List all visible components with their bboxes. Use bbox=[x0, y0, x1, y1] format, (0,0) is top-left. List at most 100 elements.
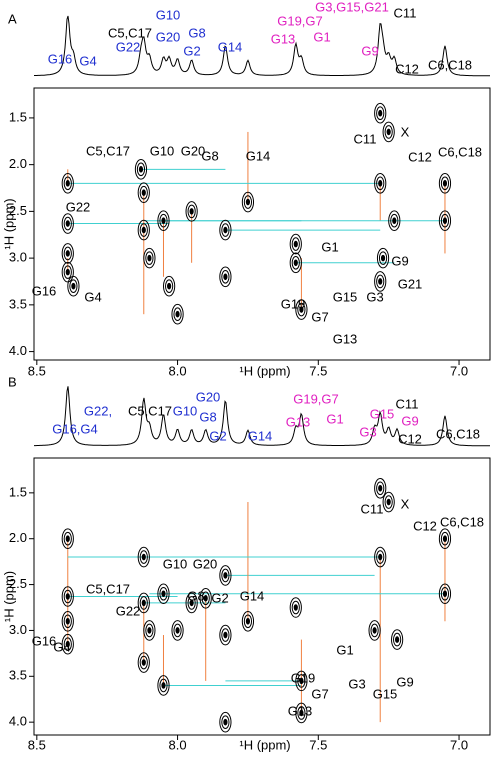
spectrum-label: G10 bbox=[156, 7, 181, 22]
spectrum-label: G3,G15,G21 bbox=[315, 0, 389, 14]
peak-label: G14 bbox=[240, 588, 265, 603]
cross-peak bbox=[221, 223, 230, 237]
projection-trace bbox=[34, 386, 490, 447]
cross-peak bbox=[61, 173, 74, 194]
peak-label: C6,C18 bbox=[440, 514, 484, 529]
y-axis-label: ¹H (ppm) bbox=[1, 198, 16, 249]
spectrum-label: C5,C17 bbox=[108, 25, 152, 40]
cross-peak bbox=[189, 208, 194, 215]
cross-peak bbox=[141, 659, 146, 666]
cross-peak bbox=[65, 220, 70, 227]
cross-peak bbox=[393, 632, 402, 647]
cross-peak bbox=[61, 633, 74, 655]
cross-peak bbox=[171, 620, 184, 641]
spectrum-label: G14 bbox=[218, 39, 243, 54]
peak-label: G4 bbox=[53, 639, 70, 654]
y-tick-label: 3.0 bbox=[9, 250, 27, 265]
cross-peak bbox=[137, 652, 150, 673]
peak-label: G9 bbox=[396, 674, 413, 689]
cross-peak bbox=[382, 491, 395, 513]
spectrum-label: G22, bbox=[84, 403, 112, 418]
cross-peak bbox=[145, 251, 154, 265]
cross-peak bbox=[159, 586, 168, 601]
cross-peak bbox=[297, 706, 306, 720]
cross-peak bbox=[376, 274, 385, 289]
cross-peak bbox=[141, 599, 146, 607]
cross-peak bbox=[295, 670, 308, 692]
cross-peak bbox=[61, 610, 74, 632]
cross-peak bbox=[159, 678, 168, 693]
cross-peak bbox=[374, 102, 387, 124]
cross-peak bbox=[167, 282, 172, 290]
y-tick-label: 3.5 bbox=[9, 668, 27, 683]
cross-peak bbox=[380, 254, 386, 262]
peak-label: G15 bbox=[333, 289, 358, 304]
peak-label: G19 bbox=[281, 296, 306, 311]
x-tick-label: 7.5 bbox=[309, 363, 327, 378]
peak-label: G4 bbox=[84, 289, 101, 304]
cross-peak bbox=[299, 709, 304, 717]
spectrum-label: G15 bbox=[370, 406, 395, 421]
cross-peak bbox=[63, 265, 72, 279]
cross-peak bbox=[376, 106, 385, 121]
x-tick-label: 8.0 bbox=[169, 363, 187, 378]
peak-label: G15 bbox=[373, 686, 398, 701]
cross-peak bbox=[65, 593, 70, 600]
cross-peak bbox=[61, 261, 74, 283]
cross-peak bbox=[65, 250, 70, 257]
x-tick-label: 7.0 bbox=[450, 363, 468, 378]
cross-peak bbox=[442, 590, 448, 598]
cross-peak bbox=[378, 553, 383, 561]
cross-peak bbox=[297, 674, 306, 688]
cross-peak bbox=[376, 247, 390, 269]
cross-peak bbox=[378, 251, 388, 265]
peak-label: G10 bbox=[150, 143, 175, 158]
cross-peak bbox=[61, 243, 74, 264]
peak-label: G8 bbox=[187, 588, 204, 603]
cross-peak bbox=[243, 195, 253, 209]
peak-label: G3 bbox=[348, 676, 365, 691]
spectrum-label: G13 bbox=[286, 414, 311, 429]
cross-peak bbox=[440, 586, 450, 601]
spectrum-label: C12 bbox=[398, 431, 422, 446]
peak-label: G14 bbox=[246, 148, 271, 163]
cross-peak bbox=[438, 210, 452, 232]
cross-peak bbox=[382, 121, 395, 143]
spectrum-label: G20 bbox=[196, 389, 221, 404]
cross-peak bbox=[374, 546, 387, 568]
cross-peak bbox=[187, 596, 196, 610]
spectrum-label: G14 bbox=[248, 428, 273, 443]
cross-peak bbox=[134, 159, 148, 180]
cross-peak bbox=[289, 252, 302, 274]
plot-frame bbox=[33, 87, 491, 361]
cross-peak bbox=[376, 481, 385, 496]
spectrum-label: G10 bbox=[173, 403, 198, 418]
cross-peak bbox=[147, 254, 152, 262]
spectrum-label: C11 bbox=[396, 396, 419, 411]
cross-peak bbox=[65, 640, 70, 648]
cross-peak bbox=[69, 279, 78, 293]
cross-peak bbox=[139, 223, 148, 237]
cross-peak bbox=[440, 213, 450, 228]
cross-peak bbox=[378, 180, 383, 187]
cross-peak bbox=[65, 180, 70, 187]
cross-peak bbox=[185, 592, 198, 614]
cross-peak bbox=[219, 565, 232, 586]
spectrum-label: C11 bbox=[394, 5, 417, 20]
peak-label: G7 bbox=[311, 686, 328, 701]
cross-peak bbox=[241, 610, 255, 632]
y-axis-label: ¹H (ppm) bbox=[1, 571, 16, 622]
peak-label: X bbox=[401, 496, 410, 511]
spectrum-label: G1 bbox=[313, 29, 330, 44]
y-tick-label: 2.0 bbox=[9, 530, 27, 545]
peak-label: C11 bbox=[361, 501, 384, 516]
cross-peak bbox=[391, 629, 404, 650]
cross-peak bbox=[289, 597, 302, 618]
cross-peak bbox=[159, 213, 168, 228]
x-tick-label: 7.0 bbox=[450, 737, 468, 752]
peak-label: G10 bbox=[163, 556, 188, 571]
spectrum-label: G1 bbox=[326, 411, 343, 426]
cross-peak bbox=[137, 546, 150, 568]
cross-peak bbox=[65, 268, 70, 276]
cross-peak bbox=[175, 627, 180, 634]
